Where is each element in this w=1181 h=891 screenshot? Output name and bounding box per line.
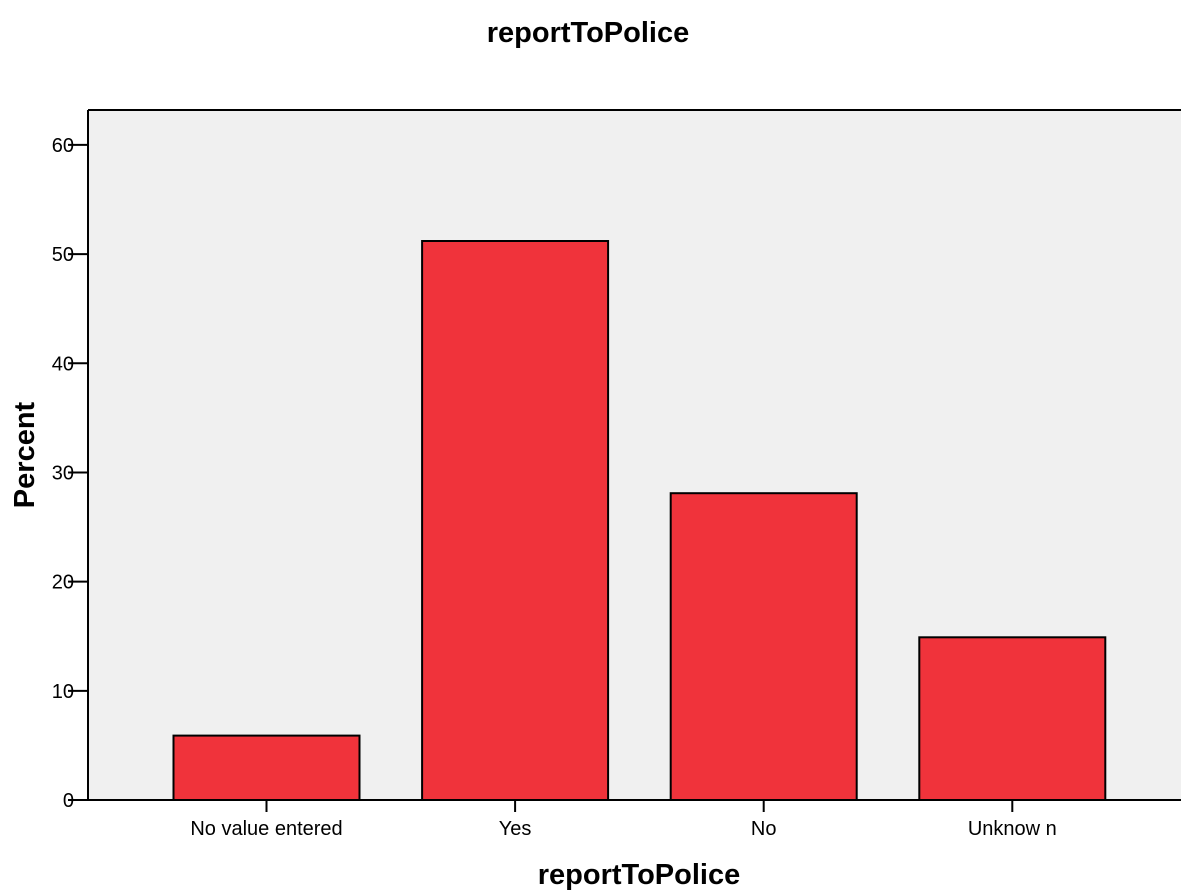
x-category-label: No value entered [190,818,342,840]
x-category-label: Yes [499,818,532,840]
y-tick-label: 60 [52,135,74,157]
x-category-label: Unknow n [968,818,1057,840]
chart-title: reportToPolice [487,17,690,49]
bars-layer [172,240,1107,801]
y-tick-label: 10 [52,681,74,703]
y-tick-label: 40 [52,353,74,375]
bar [172,734,361,801]
y-tick-label: 20 [52,572,74,594]
y-tick-label: 30 [52,462,74,484]
y-tick-label: 0 [63,790,74,812]
x-axis-title: reportToPolice [538,859,741,891]
bar [669,492,858,801]
x-category-label: No [751,818,777,840]
y-axis-title: Percent [9,401,41,508]
bar [421,240,610,801]
y-tick-label: 50 [52,244,74,266]
bar [918,636,1107,801]
axes-layer: 0 10 20 30 40 50 60 No value entered Yes No Unknow… [52,109,1181,840]
